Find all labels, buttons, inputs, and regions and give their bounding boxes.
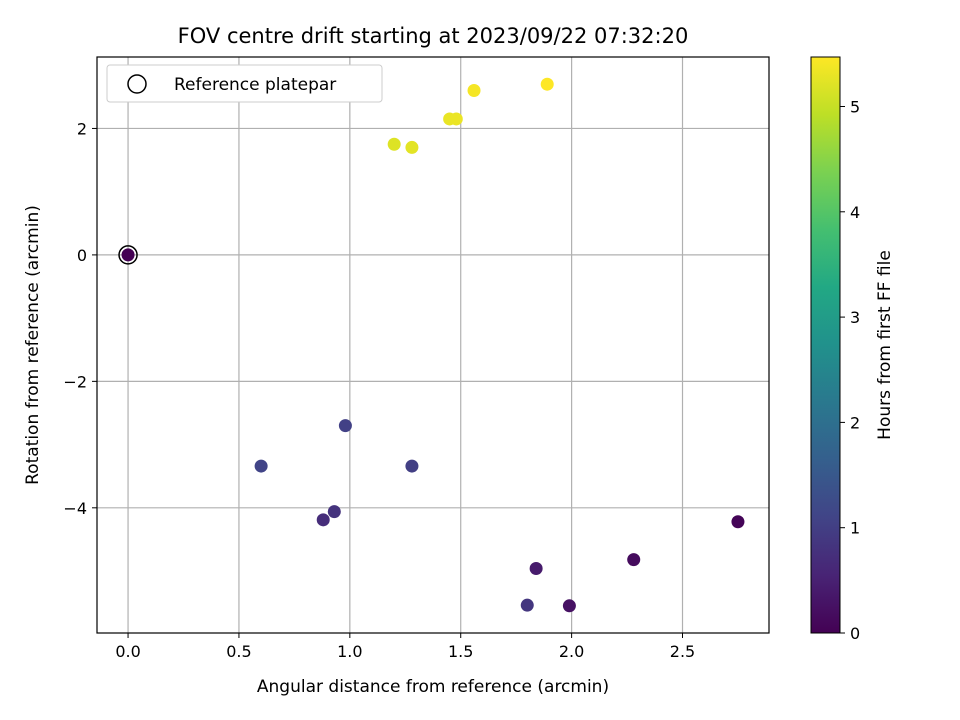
colorbar-tick-label: 1 bbox=[850, 519, 860, 538]
colorbar-tick-label: 5 bbox=[850, 97, 860, 116]
colorbar: 0 1 2 3 4 5 Hours from first FF file bbox=[810, 56, 895, 643]
colorbar-tick-label: 2 bbox=[850, 413, 860, 432]
scatter-point bbox=[405, 459, 419, 473]
x-tick-label: 1.5 bbox=[448, 642, 473, 661]
scatter-point bbox=[121, 248, 135, 262]
legend-label: Reference platepar bbox=[174, 75, 336, 95]
y-tick-label: 2 bbox=[77, 119, 87, 138]
y-axis-label: Rotation from reference (arcmin) bbox=[23, 205, 43, 485]
x-tick-label: 2.0 bbox=[559, 642, 584, 661]
x-axis-ticks: 0.0 0.5 1.0 1.5 2.0 2.5 bbox=[115, 633, 695, 661]
colorbar-tick-label: 3 bbox=[850, 308, 860, 327]
x-tick-label: 1.0 bbox=[337, 642, 362, 661]
scatter-point bbox=[540, 77, 554, 91]
plot-area-frame bbox=[96, 56, 770, 634]
scatter-point bbox=[627, 553, 641, 567]
scatter-point bbox=[316, 513, 330, 527]
scatter-point bbox=[449, 112, 463, 126]
legend-reference-marker bbox=[127, 74, 147, 94]
scatter-points bbox=[118, 77, 745, 613]
scatter-point bbox=[467, 84, 481, 98]
colorbar-gradient bbox=[810, 56, 841, 634]
y-tick-label: −2 bbox=[63, 372, 87, 391]
colorbar-tick-label: 0 bbox=[850, 624, 860, 643]
scatter-point bbox=[529, 562, 543, 576]
grid-lines bbox=[97, 57, 769, 633]
chart-title: FOV centre drift starting at 2023/09/22 … bbox=[178, 24, 689, 48]
scatter-point bbox=[254, 459, 268, 473]
scatter-point bbox=[327, 505, 341, 519]
x-axis-label: Angular distance from reference (arcmin) bbox=[257, 677, 609, 697]
scatter-point bbox=[338, 419, 352, 433]
y-axis-ticks: 2 0 −2 −4 bbox=[63, 119, 97, 518]
scatter-point bbox=[387, 137, 401, 151]
legend-box bbox=[106, 64, 383, 103]
x-tick-label: 0.0 bbox=[115, 642, 140, 661]
scatter-point bbox=[405, 140, 419, 154]
x-tick-label: 2.5 bbox=[670, 642, 695, 661]
colorbar-ticks: 0 1 2 3 4 5 bbox=[840, 97, 860, 643]
legend: Reference platepar bbox=[106, 64, 383, 103]
colorbar-label: Hours from first FF file bbox=[875, 250, 895, 440]
colorbar-tick-label: 4 bbox=[850, 203, 860, 222]
scatter-point bbox=[731, 515, 745, 529]
reference-platepar-marker bbox=[118, 245, 138, 265]
scatter-point bbox=[562, 599, 576, 613]
scatter-point bbox=[520, 598, 534, 612]
y-tick-label: −4 bbox=[63, 499, 87, 518]
y-tick-label: 0 bbox=[77, 246, 87, 265]
x-tick-label: 0.5 bbox=[226, 642, 251, 661]
